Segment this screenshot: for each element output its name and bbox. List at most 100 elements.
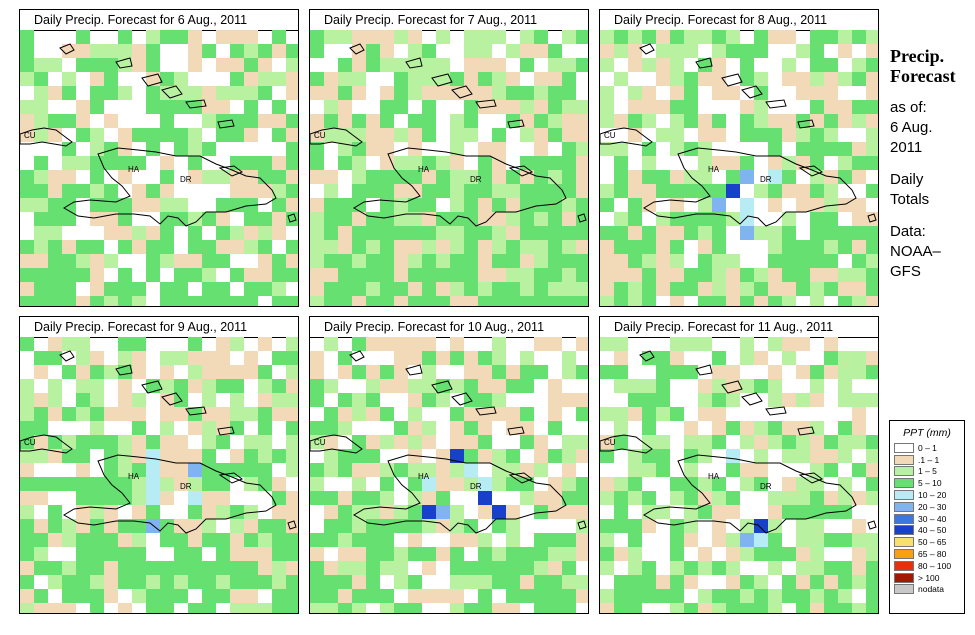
precip-cell — [754, 282, 768, 296]
precip-cell — [478, 393, 492, 407]
precip-cell — [698, 114, 712, 128]
precip-cell — [352, 296, 366, 306]
precip-cell — [380, 30, 394, 44]
coastline — [643, 454, 857, 534]
precip-cell — [464, 351, 478, 365]
precip-cell — [310, 435, 324, 449]
precip-cell — [478, 561, 492, 575]
precip-cell — [450, 72, 464, 86]
precip-cell — [464, 421, 478, 435]
precip-cell — [380, 170, 394, 184]
precip-cell — [258, 407, 272, 421]
precip-cell — [866, 533, 878, 547]
precip-cell — [132, 463, 146, 477]
precip-cell — [478, 226, 492, 240]
precip-cell — [272, 212, 286, 226]
precip-cell — [824, 449, 838, 463]
precip-cell — [492, 463, 506, 477]
precip-cell — [286, 407, 298, 421]
precip-cell — [188, 365, 202, 379]
precip-cell — [188, 30, 202, 44]
precip-cell — [216, 365, 230, 379]
precip-cell — [796, 337, 810, 351]
precip-cell — [628, 226, 642, 240]
precip-cell — [478, 575, 492, 589]
precip-cell — [286, 575, 298, 589]
precip-cell — [324, 533, 338, 547]
precip-cell — [394, 254, 408, 268]
precip-cell — [478, 589, 492, 603]
precip-cell — [796, 156, 810, 170]
precip-cell — [852, 30, 866, 44]
precip-cell — [670, 337, 684, 351]
precip-cell — [230, 240, 244, 254]
precip-cell — [48, 86, 62, 100]
precip-cell — [118, 156, 132, 170]
precip-cell — [754, 296, 768, 306]
precip-cell — [754, 519, 768, 533]
precip-cell — [366, 463, 380, 477]
precip-cell — [464, 477, 478, 491]
precip-cell — [34, 589, 48, 603]
precip-cell — [286, 589, 298, 603]
precip-cell — [576, 575, 588, 589]
precip-cell — [852, 575, 866, 589]
precip-cell — [852, 365, 866, 379]
precip-cell — [562, 184, 576, 198]
precip-cell — [600, 282, 614, 296]
precip-cell — [394, 603, 408, 613]
precip-cell — [464, 407, 478, 421]
precip-cell — [20, 184, 34, 198]
precip-cell — [20, 58, 34, 72]
coastline — [451, 85, 473, 99]
precip-cell — [768, 142, 782, 156]
precip-cell — [352, 254, 366, 268]
precip-cell — [810, 296, 824, 306]
precip-cell — [394, 296, 408, 306]
precip-cell — [838, 72, 852, 86]
precip-cell — [534, 142, 548, 156]
precip-cell — [576, 142, 588, 156]
coastline — [475, 406, 497, 416]
precip-cell — [104, 589, 118, 603]
precip-cell — [34, 128, 48, 142]
precip-cell — [562, 226, 576, 240]
precip-cell — [132, 296, 146, 306]
precip-cell — [712, 533, 726, 547]
precip-cell — [712, 351, 726, 365]
precip-cell — [478, 156, 492, 170]
precip-cell — [436, 463, 450, 477]
precip-cell — [492, 58, 506, 72]
precip-cell — [286, 240, 298, 254]
precip-cell — [520, 547, 534, 561]
precip-cell — [366, 533, 380, 547]
precip-cell — [132, 184, 146, 198]
precip-cell — [286, 463, 298, 477]
precip-cell — [866, 254, 878, 268]
precip-cell — [408, 114, 422, 128]
precip-cell — [824, 435, 838, 449]
precip-cell — [34, 100, 48, 114]
precip-cell — [492, 212, 506, 226]
precip-cell — [520, 198, 534, 212]
precip-cell — [866, 589, 878, 603]
precip-cell — [824, 72, 838, 86]
precip-cell — [712, 254, 726, 268]
precip-cell — [576, 156, 588, 170]
precip-cell — [146, 589, 160, 603]
precip-map: CU HA DR — [20, 337, 298, 613]
precip-cell — [740, 268, 754, 282]
precip-cell — [366, 393, 380, 407]
precip-cell — [132, 533, 146, 547]
legend-label: nodata — [918, 584, 944, 595]
precip-cell — [614, 379, 628, 393]
precip-cell — [726, 505, 740, 519]
coastline — [721, 380, 743, 394]
coastline — [218, 472, 244, 484]
precip-cell — [380, 184, 394, 198]
precip-cell — [628, 463, 642, 477]
precip-cell — [768, 561, 782, 575]
precip-cell — [712, 156, 726, 170]
precip-cell — [492, 575, 506, 589]
precip-cell — [380, 505, 394, 519]
